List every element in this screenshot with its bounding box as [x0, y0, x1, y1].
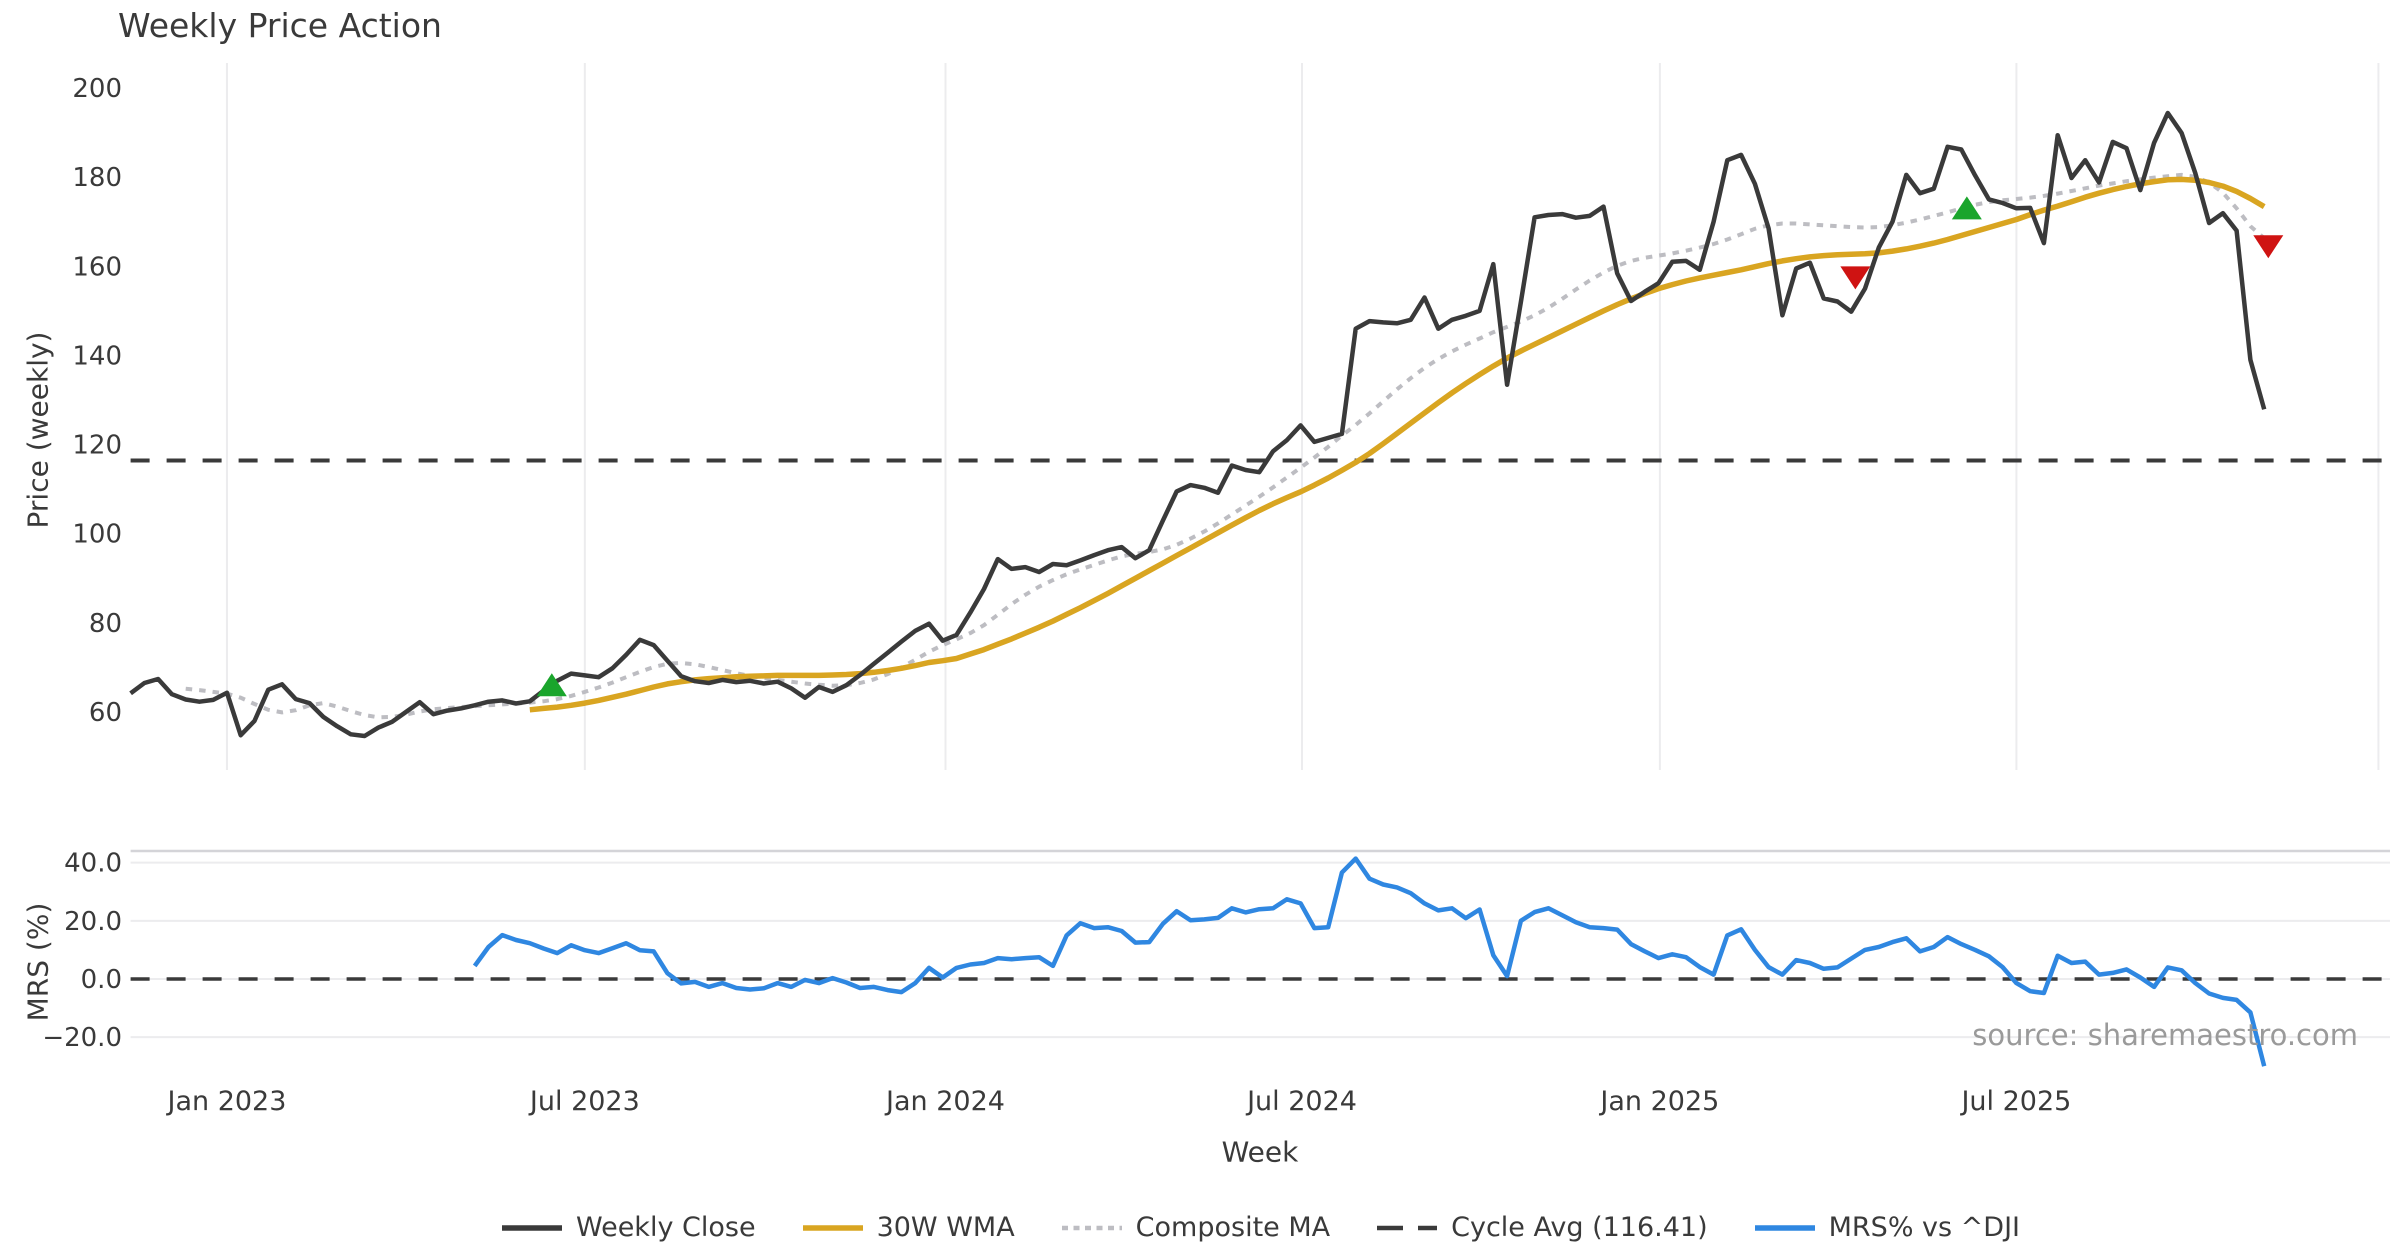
- legend-label: Composite MA: [1135, 1212, 1331, 1243]
- legend-item: Composite MA: [1061, 1212, 1330, 1243]
- price-ytick-label: 60: [89, 698, 122, 728]
- price-ytick-label: 160: [72, 252, 122, 282]
- x-tick-label: Jul 2024: [1245, 1086, 1357, 1117]
- source-attribution: source: sharemaestro.com: [1972, 1018, 2358, 1052]
- x-tick-label: Jul 2025: [1959, 1086, 2071, 1117]
- price-ytick-label: 80: [89, 609, 122, 639]
- price-ytick-label: 180: [72, 163, 122, 193]
- price-ytick-label: 120: [72, 431, 122, 461]
- mrs-axis-label: MRS (%): [21, 902, 55, 1022]
- price-ytick-label: 200: [72, 74, 122, 104]
- chart-title: Weekly Price Action: [118, 6, 442, 45]
- legend-item: 30W WMA: [802, 1212, 1015, 1243]
- legend-item: Weekly Close: [501, 1212, 756, 1243]
- legend-item: Cycle Avg (116.41): [1376, 1212, 1708, 1243]
- price-axis-label: Price (weekly): [21, 331, 55, 529]
- x-tick-label: Jan 2023: [165, 1086, 286, 1117]
- legend-swatch-dotted: [1061, 1225, 1122, 1230]
- weekly-close-line: [129, 110, 2267, 739]
- mrs-ytick-label: −20.0: [42, 1023, 122, 1053]
- legend-label: MRS% vs ^DJI: [1828, 1212, 2021, 1243]
- mrs-ytick-label: 20.0: [64, 907, 122, 937]
- legend-swatch-solid: [501, 1224, 562, 1231]
- sell-marker: [2253, 235, 2284, 259]
- sell-marker: [1840, 266, 1871, 290]
- x-tick-label: Jan 2024: [884, 1086, 1005, 1117]
- wma-30w-line: [529, 176, 2266, 713]
- price-ytick-label: 100: [72, 520, 122, 550]
- legend-label: 30W WMA: [876, 1212, 1015, 1243]
- composite-ma-line: [185, 172, 2266, 720]
- legend-swatch-dashed: [1377, 1225, 1438, 1230]
- legend-label: Weekly Close: [575, 1212, 756, 1243]
- legend-item: MRS% vs ^DJI: [1754, 1212, 2020, 1243]
- x-tick-label: Jul 2023: [528, 1086, 640, 1117]
- x-tick-label: Jan 2025: [1598, 1086, 1719, 1117]
- mrs-ytick-label: 40.0: [64, 849, 122, 879]
- legend-swatch-solid: [802, 1224, 863, 1231]
- mrs-line: [472, 856, 2267, 1067]
- price-ytick-label: 140: [72, 341, 122, 371]
- legend-swatch-solid: [1754, 1224, 1815, 1231]
- week-axis-label: Week: [1221, 1135, 1299, 1169]
- mrs-ytick-label: 0.0: [81, 965, 122, 995]
- buy-marker: [1951, 196, 1982, 220]
- legend: Weekly Close 30W WMA Composite MA Cycle Avg…: [131, 1212, 2390, 1243]
- legend-label: Cycle Avg (116.41): [1451, 1212, 1708, 1243]
- buy-marker: [536, 673, 567, 697]
